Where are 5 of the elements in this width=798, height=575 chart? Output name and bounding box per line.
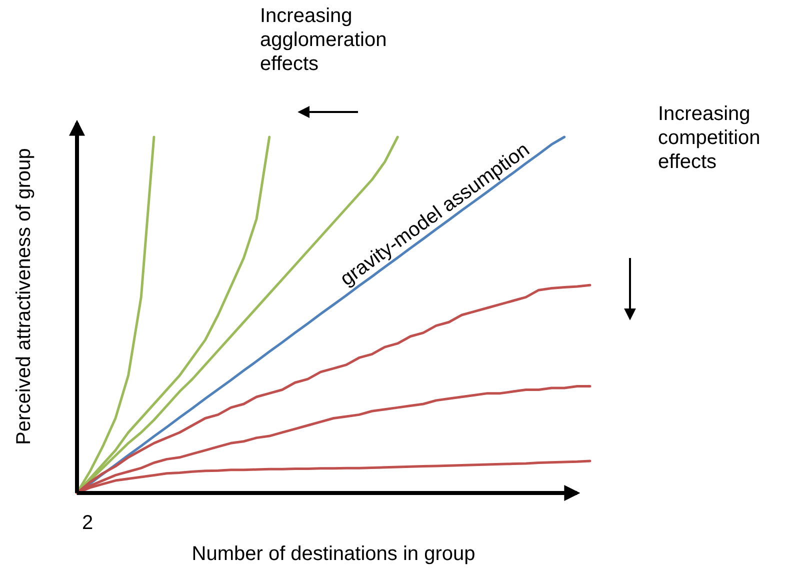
text: 2 [82, 512, 94, 534]
x-axis-title: Number of destinations in group [192, 543, 476, 565]
text: Increasing agglomeration effects [260, 5, 387, 75]
y-axis-title: Perceived attractiveness of group [13, 148, 35, 445]
text: Increasing competition effects [658, 103, 760, 173]
